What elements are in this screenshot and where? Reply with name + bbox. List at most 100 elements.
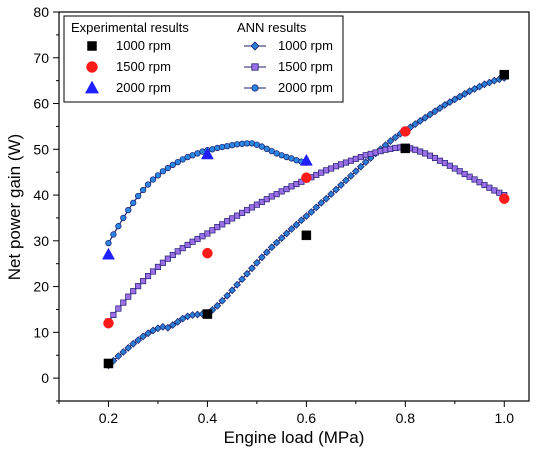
ann-point [139,186,147,194]
ann-point [431,107,439,116]
y-tick-label: 40 [33,187,49,203]
experimental-point [200,147,214,160]
ann-point [258,198,265,205]
ann-point [199,233,206,240]
x-tick-label: 1.0 [495,410,515,426]
ann-point [110,311,117,319]
experimental-point [301,230,312,241]
ann-point [124,344,133,352]
x-tick-label: 0.2 [99,410,119,426]
ann-point [386,137,395,145]
experimental-series-2000-rpm [102,147,313,260]
ann-point [450,95,459,104]
y-tick-label: 50 [33,141,49,157]
y-axis-title: Net power gain (W) [5,134,24,280]
ann-point [367,150,374,157]
ann-point [164,164,171,172]
ann-point [238,275,246,284]
legend-box [63,15,344,103]
ann-point [140,278,147,285]
ann-point [317,198,326,207]
ann-point [481,181,488,189]
ann-point [229,215,236,222]
legend-label-exp: 2000 rpm [116,80,171,95]
ann-point [277,234,286,242]
ann-point [351,167,360,176]
ann-point [361,158,370,167]
ann-point [312,203,321,212]
legend-marker-exp [87,41,97,51]
ann-point [267,243,276,252]
x-axis-title: Engine load (MPa) [224,428,365,447]
y-tick-label: 80 [33,4,49,20]
ann-point [455,92,464,101]
ann-point [159,259,166,266]
ann-point [282,229,291,238]
ann-point [149,268,157,275]
experimental-point [400,143,411,154]
ann-point [352,155,359,162]
ann-point [234,212,241,219]
ann-point [445,98,454,107]
ann-point [297,216,306,225]
ann-point [323,167,330,174]
experimental-series-1000-rpm [103,69,510,369]
legend: Experimental results ANN results 1000 rp… [63,15,344,103]
ann-point [278,188,285,195]
ann-point [342,159,349,166]
ann-point [233,280,242,289]
y-tick-label: 70 [33,50,49,66]
ann-point [337,161,345,168]
ann-point [273,191,280,198]
ann-point [333,163,340,170]
ann-point [288,183,295,190]
legend-label-exp: 1500 rpm [116,59,171,74]
x-tick-label: 0.6 [297,410,317,426]
ann-point [224,218,231,225]
y-tick-label: 20 [33,279,49,295]
ann-point [213,301,222,310]
legend-label-ann: 1500 rpm [278,59,333,74]
ann-point [392,144,399,151]
experimental-point [299,153,313,166]
ann-point [154,172,162,179]
ann-point [422,150,429,157]
ann-point [169,251,176,259]
ann-point [446,162,453,169]
ann-point [342,176,350,185]
ann-point [114,352,123,361]
x-tick-label: 0.8 [396,410,416,426]
ann-point [307,208,316,216]
ann-point [184,241,191,248]
y-tick-label: 10 [33,324,49,340]
legend-label-ann: 1000 rpm [278,38,333,53]
ann-point [158,322,167,331]
ann-point [125,207,132,214]
ann-point [337,181,345,189]
legend-marker-ann [251,84,259,92]
ann-point [466,173,473,180]
legend-marker-ann [250,41,260,51]
ann-point [174,248,181,255]
experimental-point [103,358,114,369]
ann-point [318,169,325,176]
ann-point [293,181,300,188]
ann-point [134,336,143,345]
ann-point [328,165,335,172]
ann-point [313,171,320,178]
ann-point [412,146,419,153]
ann-point [253,201,260,208]
ann-point [382,146,389,153]
experimental-point [499,69,510,80]
ann-point [228,286,237,295]
ann-point [283,186,290,193]
ann-point [460,90,469,98]
ann-point [268,193,275,200]
ann-point [427,152,434,159]
ann-point [486,184,493,191]
ann-point [219,221,226,228]
experimental-point [400,126,411,137]
legend-marker-exp [86,61,98,73]
ann-point [327,190,336,199]
experimental-point [202,309,213,319]
